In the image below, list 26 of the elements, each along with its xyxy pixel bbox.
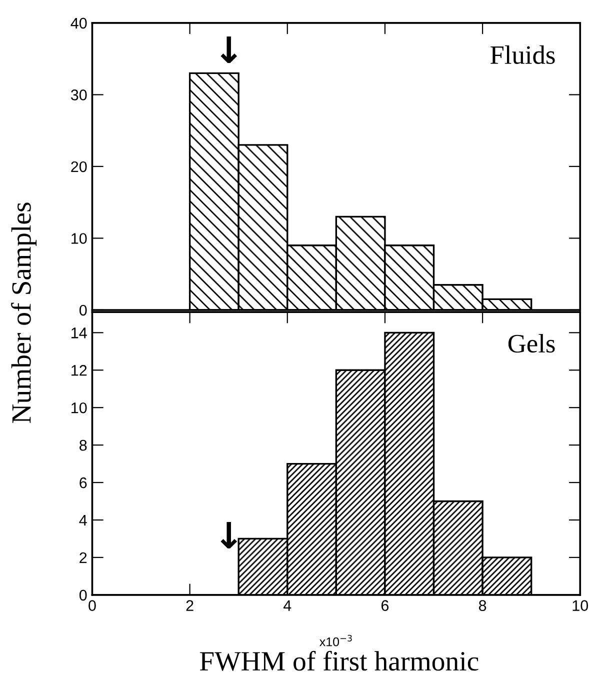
y-tick-label: 10 <box>72 402 87 414</box>
y-tick-label: 20 <box>71 161 87 172</box>
y-tick-label: 14 <box>72 328 87 338</box>
x-tick-label: 10 <box>572 600 588 612</box>
x-tick-label: 8 <box>478 600 486 612</box>
x-tick-label: 4 <box>283 600 292 611</box>
x-tick-label: 6 <box>381 600 389 612</box>
annotation: Fluids <box>490 45 555 64</box>
y-tick-label: 12 <box>72 364 87 376</box>
x-axis-title: FWHM of first harmonic <box>200 650 478 671</box>
y-tick-label: 0 <box>79 304 87 316</box>
y-tick-label: 4 <box>79 515 87 526</box>
annotation: ↓ <box>220 36 238 63</box>
y-tick-label: 2 <box>80 552 87 563</box>
y-tick-label: 0 <box>79 590 87 601</box>
annotation: ↓ <box>220 522 238 548</box>
x-tick-label: 0 <box>88 600 96 612</box>
y-tick-label: 40 <box>70 18 87 29</box>
y-axis-title: Number of Samples <box>11 202 37 424</box>
x-tick-label: 2 <box>186 600 194 611</box>
y-tick-label: 30 <box>70 90 87 100</box>
y-tick-label: 6 <box>80 477 87 488</box>
annotation: Gels <box>508 334 555 353</box>
text: x10$^{−3}$ <box>320 634 352 646</box>
y-tick-label: 8 <box>80 440 87 451</box>
y-tick-label: 10 <box>72 233 87 244</box>
